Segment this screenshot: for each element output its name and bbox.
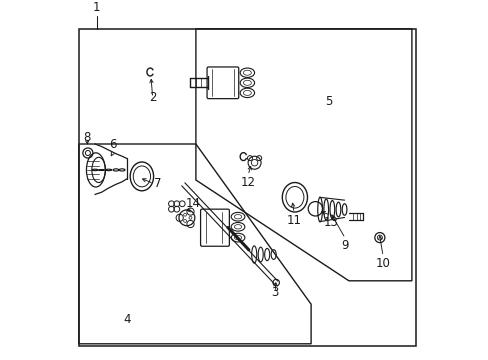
Text: 7: 7 — [153, 177, 161, 190]
Text: 4: 4 — [123, 313, 131, 326]
Text: 8: 8 — [83, 131, 90, 144]
Text: 10: 10 — [375, 257, 390, 270]
Text: 11: 11 — [286, 214, 301, 227]
Text: 9: 9 — [341, 239, 348, 252]
Text: 14: 14 — [185, 197, 201, 210]
Text: 6: 6 — [109, 138, 117, 151]
Text: 2: 2 — [149, 91, 156, 104]
Text: 1: 1 — [93, 1, 101, 14]
Text: 12: 12 — [240, 176, 255, 189]
Text: 13: 13 — [323, 216, 338, 229]
Text: 3: 3 — [271, 286, 278, 299]
Bar — [79, 29, 415, 346]
Text: 5: 5 — [325, 95, 332, 108]
